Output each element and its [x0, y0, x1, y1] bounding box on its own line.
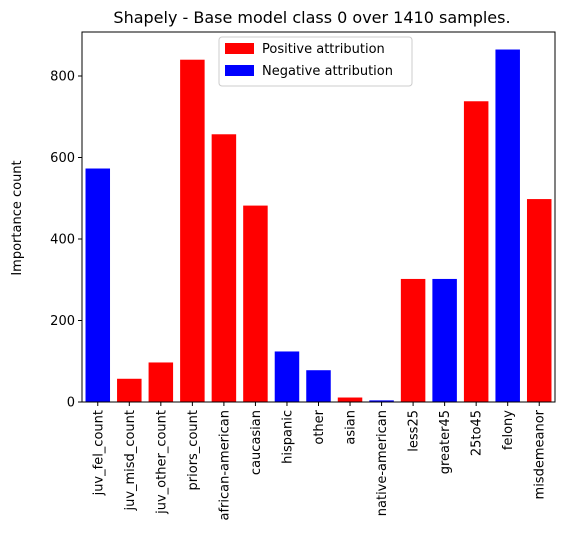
bar-misdemeanor: [526, 199, 552, 402]
x-tick-label: african-american: [217, 410, 232, 520]
bar-greater45: [432, 278, 457, 402]
x-tick-label: greater45: [438, 410, 453, 474]
bar-juv_other_count: [148, 362, 174, 402]
legend: Positive attribution Negative attribution: [218, 36, 413, 87]
bar-other: [306, 370, 331, 402]
legend-label-negative: Negative attribution: [262, 64, 393, 79]
x-tick-label: 25to45: [470, 410, 485, 456]
legend-box: [218, 36, 413, 87]
bar-asian: [337, 397, 363, 402]
x-tick-label: native-american: [375, 410, 390, 516]
bar-less25: [400, 278, 426, 402]
x-tick-label: juv_fel_count: [91, 410, 106, 496]
bar-juv_misd_count: [117, 378, 142, 402]
y-axis-label: Importance count: [10, 160, 25, 275]
bar-caucasian: [243, 205, 268, 402]
x-tick-label: caucasian: [249, 410, 264, 475]
y-tick-label: 800: [50, 70, 75, 85]
y-tick-label: 600: [50, 151, 75, 166]
x-tick-label: asian: [344, 410, 359, 445]
legend-label-positive: Positive attribution: [262, 42, 385, 57]
y-tick-label: 200: [50, 314, 75, 329]
x-axis-ticks: juv_fel_count juv_misd_count juv_other_cou…: [91, 402, 548, 520]
chart-title: Shapely - Base model class 0 over 1410 s…: [113, 8, 510, 27]
bar-hispanic: [274, 351, 300, 402]
x-tick-label: hispanic: [280, 410, 295, 464]
x-tick-label: felony: [501, 410, 516, 450]
x-tick-label: other: [312, 409, 327, 444]
x-tick-label: juv_other_count: [154, 410, 169, 515]
bar-juv_fel_count: [85, 168, 111, 402]
plot-frame: [81, 31, 556, 403]
x-tick-label: priors_count: [186, 410, 201, 490]
y-tick-label: 0: [67, 396, 75, 411]
bar-african-american: [211, 134, 237, 402]
bars-group: [85, 49, 552, 403]
bar-priors_count: [180, 59, 205, 403]
bar-native-american: [369, 400, 394, 402]
legend-swatch-positive: [225, 43, 254, 54]
x-tick-label: misdemeanor: [533, 409, 548, 499]
bar-25to45: [463, 101, 489, 403]
y-tick-label: 400: [50, 233, 75, 248]
legend-swatch-negative: [225, 65, 254, 76]
bar-felony: [495, 49, 520, 403]
x-tick-label: juv_misd_count: [123, 410, 138, 512]
y-axis-ticks: 0 200 400 600 800: [50, 70, 82, 411]
x-tick-label: less25: [407, 410, 422, 452]
